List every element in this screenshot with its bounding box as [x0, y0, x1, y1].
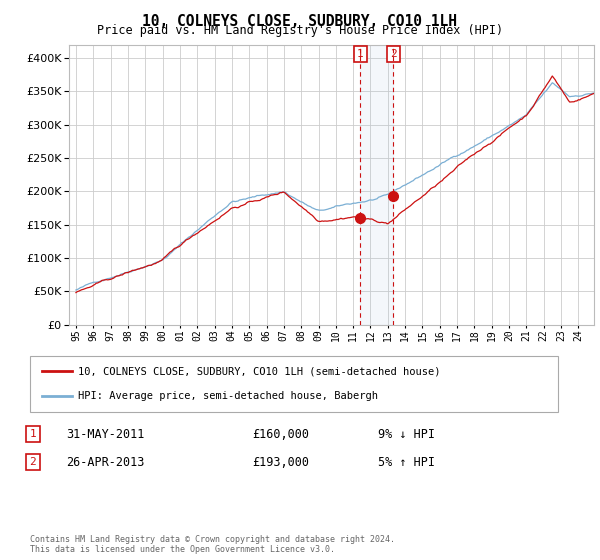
Text: 2: 2 — [390, 49, 397, 59]
Text: Price paid vs. HM Land Registry's House Price Index (HPI): Price paid vs. HM Land Registry's House … — [97, 24, 503, 37]
Text: 1: 1 — [29, 429, 37, 439]
Text: £160,000: £160,000 — [252, 427, 309, 441]
Text: £193,000: £193,000 — [252, 455, 309, 469]
Text: 5% ↑ HPI: 5% ↑ HPI — [378, 455, 435, 469]
Text: 26-APR-2013: 26-APR-2013 — [66, 455, 145, 469]
Bar — [361, 45, 394, 325]
Text: 10, COLNEYS CLOSE, SUDBURY, CO10 1LH (semi-detached house): 10, COLNEYS CLOSE, SUDBURY, CO10 1LH (se… — [78, 366, 440, 376]
Text: 1: 1 — [357, 49, 364, 59]
Text: 10, COLNEYS CLOSE, SUDBURY, CO10 1LH: 10, COLNEYS CLOSE, SUDBURY, CO10 1LH — [143, 14, 458, 29]
Text: Contains HM Land Registry data © Crown copyright and database right 2024.
This d: Contains HM Land Registry data © Crown c… — [30, 535, 395, 554]
Text: HPI: Average price, semi-detached house, Babergh: HPI: Average price, semi-detached house,… — [78, 391, 378, 401]
Text: 31-MAY-2011: 31-MAY-2011 — [66, 427, 145, 441]
Text: 2: 2 — [29, 457, 37, 467]
Text: 9% ↓ HPI: 9% ↓ HPI — [378, 427, 435, 441]
